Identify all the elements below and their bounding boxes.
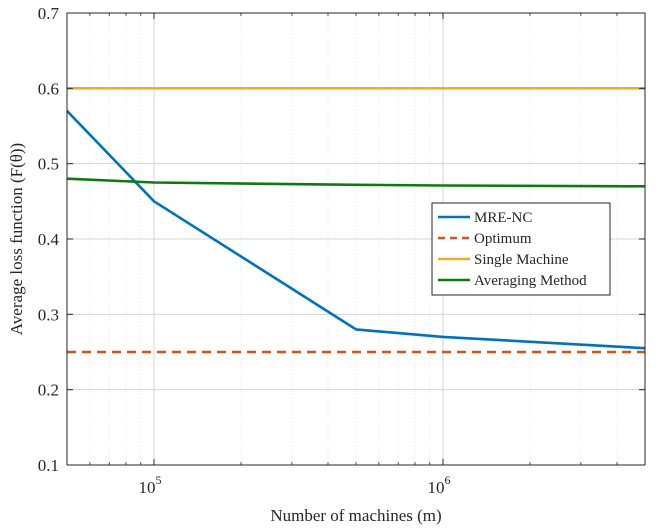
x-axis-label: Number of machines (m) [270, 506, 441, 525]
y-tick-label: 0.1 [38, 456, 59, 475]
y-axis-label: Average loss function (F(θ)) [7, 143, 26, 335]
x-tick-label: 105 [138, 473, 161, 497]
y-tick-label: 0.7 [38, 4, 60, 23]
series-line-mre-nc [66, 109, 646, 350]
y-tick-label: 0.2 [38, 381, 59, 400]
legend-label: MRE-NC [474, 210, 532, 226]
x-tick-labels: 105 106 [138, 473, 450, 497]
legend-label: Averaging Method [474, 273, 587, 289]
axis-ticks [66, 12, 646, 466]
y-tick-label: 0.4 [38, 230, 60, 249]
series-lines [66, 87, 646, 354]
y-tick-label: 0.6 [38, 79, 59, 98]
x-tick-label: 106 [427, 473, 450, 497]
legend-label: Single Machine [474, 252, 569, 268]
legend: MRE-NC Optimum Single Machine Averaging Met… [431, 202, 611, 296]
y-tick-labels: 0.1 0.2 0.3 0.4 0.5 0.6 0.7 [38, 4, 60, 475]
y-tick-label: 0.3 [38, 305, 59, 324]
y-tick-label: 0.5 [38, 155, 59, 174]
series-line-averaging-method [66, 177, 646, 188]
legend-label: Optimum [474, 231, 532, 247]
